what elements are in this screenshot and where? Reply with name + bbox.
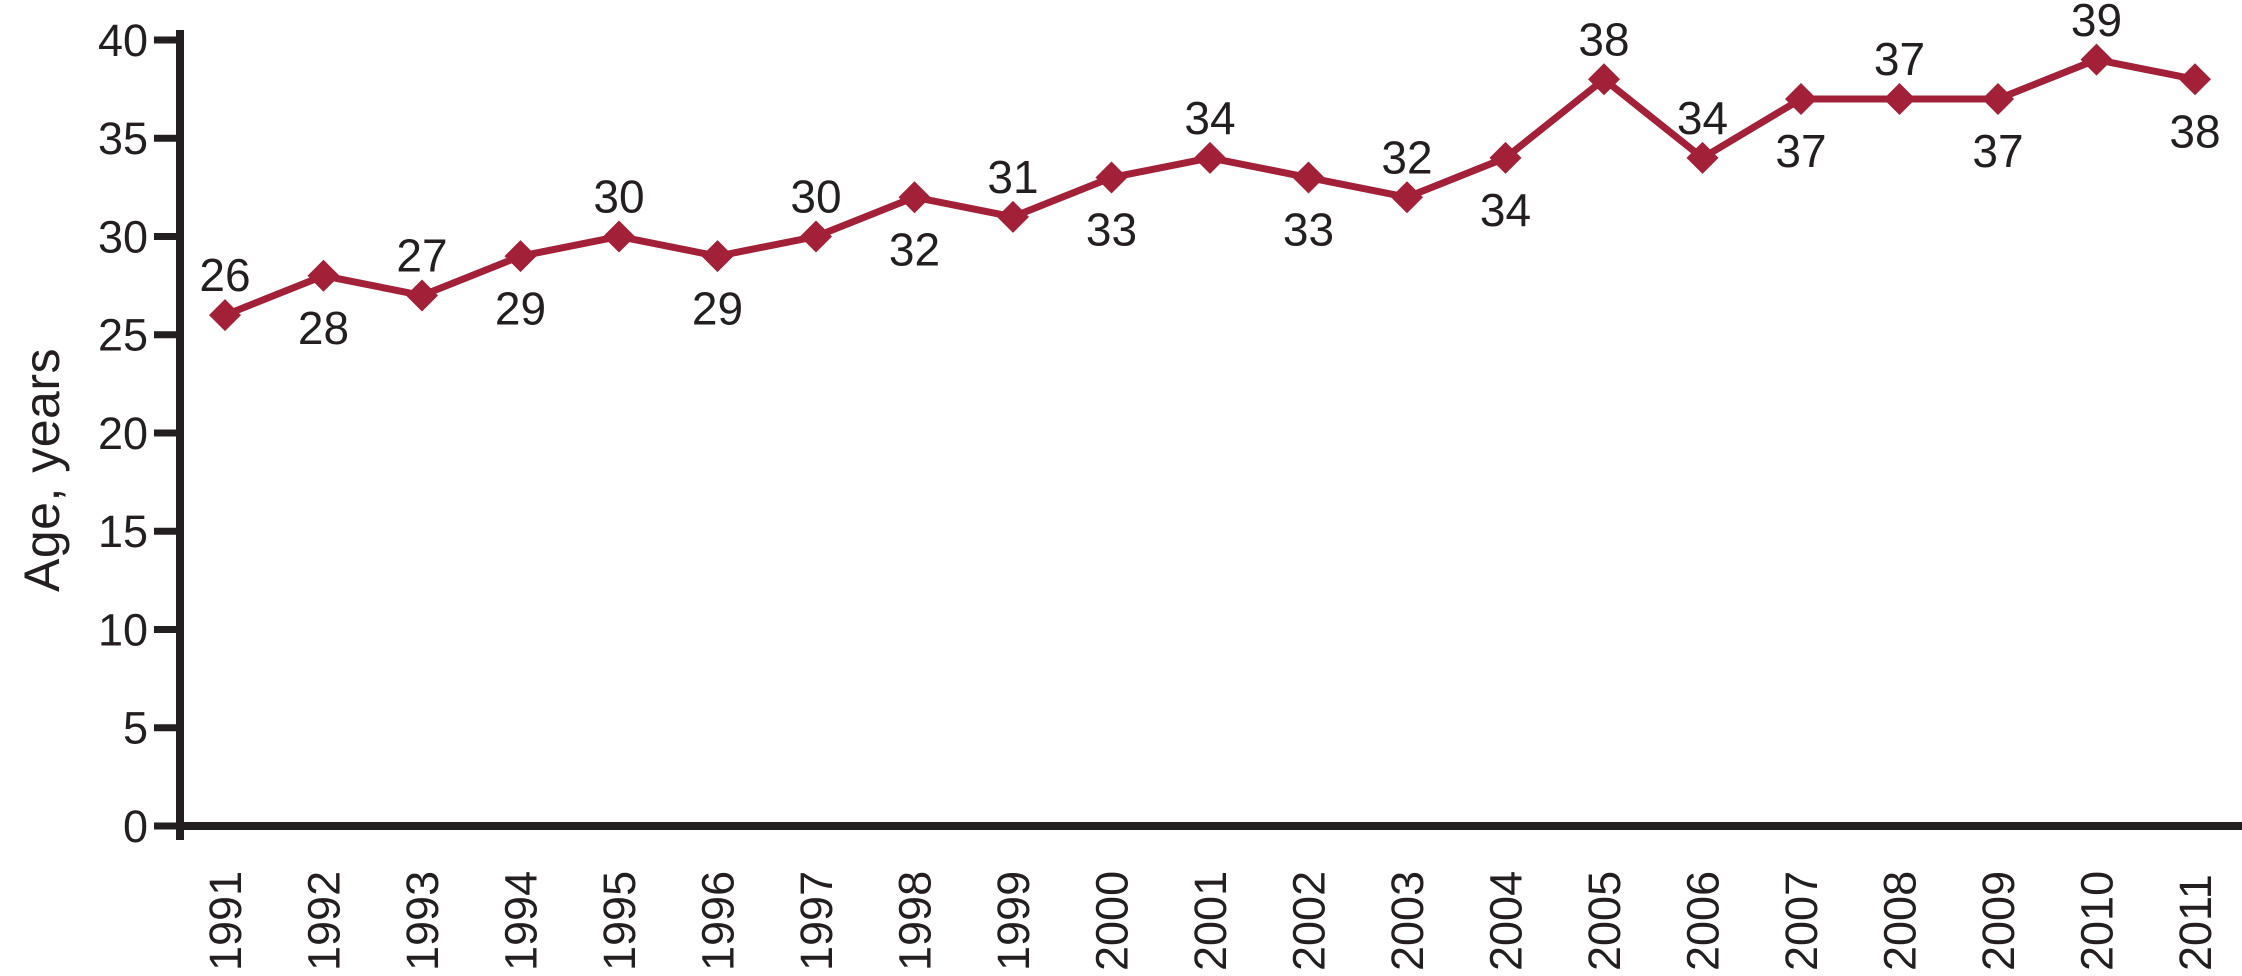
data-point-marker-1999 (997, 200, 1029, 233)
data-point-label-1997: 30 (790, 171, 841, 223)
data-point-marker-1994 (504, 240, 537, 273)
data-point-marker-1995 (603, 220, 635, 253)
data-point-marker-2003 (1391, 181, 1423, 214)
x-tick-label-1998: 1998 (889, 871, 940, 971)
data-point-label-2009: 37 (1972, 125, 2023, 177)
data-point-label-2005: 38 (1578, 13, 1629, 65)
data-point-marker-2011 (2179, 63, 2211, 96)
y-tick-35 (154, 134, 176, 142)
y-tick-0 (154, 822, 176, 830)
y-tick-5 (154, 724, 176, 732)
data-point-marker-1993 (406, 279, 438, 312)
x-tick-label-2011: 2011 (2170, 874, 2221, 971)
x-tick-label-1997: 1997 (791, 871, 842, 971)
data-point-label-1991: 26 (199, 249, 250, 301)
data-point-label-2011: 38 (2169, 105, 2220, 157)
data-point-marker-1991 (209, 299, 241, 332)
data-point-label-2010: 39 (2071, 0, 2122, 46)
x-tick-label-2004: 2004 (1480, 871, 1531, 971)
data-point-marker-2009 (1982, 82, 2014, 115)
x-tick-label-2009: 2009 (1973, 871, 2024, 971)
data-point-marker-1997 (800, 220, 832, 253)
y-tick-label-25: 25 (98, 310, 148, 361)
y-axis-title: Age, years (14, 347, 70, 593)
data-point-label-2003: 32 (1381, 131, 1432, 183)
x-axis-line (176, 822, 2242, 830)
x-tick-label-2007: 2007 (1776, 871, 1827, 971)
data-point-marker-1996 (701, 240, 734, 273)
x-tick-label-1994: 1994 (495, 871, 546, 971)
x-tick-label-2005: 2005 (1579, 871, 1630, 971)
y-tick-label-0: 0 (123, 801, 148, 852)
y-tick-label-40: 40 (98, 15, 148, 66)
data-point-marker-2006 (1686, 141, 1719, 174)
y-tick-25 (154, 331, 176, 339)
x-tick-label-1999: 1999 (988, 871, 1039, 971)
y-tick-40 (154, 36, 176, 44)
data-point-label-2007: 37 (1775, 125, 1826, 177)
y-tick-label-10: 10 (98, 604, 148, 655)
data-point-label-2008: 37 (1874, 33, 1925, 85)
data-point-marker-2001 (1194, 141, 1226, 174)
data-point-label-1992: 28 (298, 302, 349, 354)
data-point-label-1996: 29 (692, 282, 743, 334)
data-point-label-1995: 30 (593, 171, 644, 223)
data-point-marker-2007 (1785, 82, 1817, 115)
data-point-marker-2004 (1489, 141, 1522, 174)
y-tick-10 (154, 626, 176, 633)
data-point-marker-2002 (1292, 161, 1325, 194)
x-tick-label-1993: 1993 (397, 871, 448, 971)
x-tick-label-2003: 2003 (1382, 871, 1433, 971)
x-tick-label-2006: 2006 (1677, 871, 1728, 971)
data-point-label-1994: 29 (495, 282, 546, 334)
y-tick-label-30: 30 (98, 211, 148, 262)
data-point-marker-1992 (307, 259, 340, 292)
data-point-label-2002: 33 (1283, 204, 1334, 256)
y-tick-label-15: 15 (98, 506, 148, 557)
data-point-label-2006: 34 (1677, 92, 1728, 144)
x-tick-label-2002: 2002 (1283, 871, 1334, 971)
data-point-label-1993: 27 (396, 230, 447, 282)
x-tick-label-1991: 1991 (200, 871, 251, 971)
data-point-marker-2010 (2080, 43, 2113, 76)
x-tick-label-2001: 2001 (1185, 871, 1236, 971)
data-point-label-2004: 34 (1480, 184, 1531, 236)
data-point-label-1998: 32 (889, 223, 940, 275)
data-point-label-2001: 34 (1184, 92, 1235, 144)
data-point-marker-2005 (1588, 63, 1620, 96)
x-tick-label-2010: 2010 (2071, 871, 2122, 971)
x-tick-label-1995: 1995 (594, 871, 645, 971)
y-tick-30 (154, 233, 176, 240)
x-tick-label-2008: 2008 (1874, 871, 1925, 971)
y-tick-label-20: 20 (98, 408, 148, 459)
data-point-marker-2000 (1095, 161, 1128, 194)
x-tick-label-2000: 2000 (1086, 871, 1137, 971)
data-point-marker-1998 (898, 181, 931, 214)
y-tick-20 (154, 429, 176, 437)
x-tick-label-1992: 1992 (298, 871, 349, 971)
y-tick-15 (154, 527, 176, 535)
data-point-label-2000: 33 (1086, 204, 1137, 256)
data-point-marker-2008 (1883, 82, 1916, 115)
data-point-label-1999: 31 (987, 151, 1038, 203)
y-tick-label-35: 35 (98, 113, 148, 164)
y-tick-label-5: 5 (123, 703, 148, 754)
y-axis-line (176, 30, 184, 840)
x-tick-label-1996: 1996 (692, 871, 743, 971)
